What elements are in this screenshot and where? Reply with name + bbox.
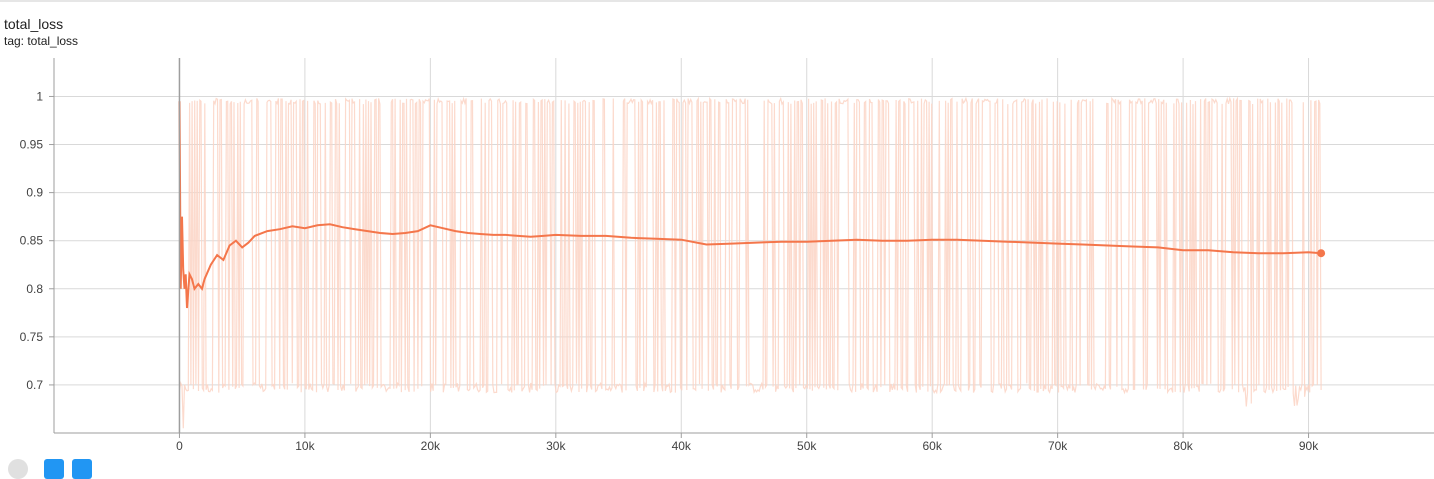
chart-card-title: total_loss bbox=[4, 16, 64, 32]
chart-tag-label: tag: total_loss bbox=[4, 34, 79, 48]
smoothed-series-line bbox=[178, 101, 1322, 309]
y-tick-label: 0.95 bbox=[20, 138, 44, 152]
y-tick-label: 1 bbox=[36, 89, 43, 103]
grid-lines bbox=[54, 58, 1434, 433]
x-tick-label: 80k bbox=[1173, 439, 1193, 453]
last-point-marker bbox=[1317, 249, 1326, 258]
x-tick-label: 90k bbox=[1299, 439, 1319, 453]
x-tick-label: 60k bbox=[923, 439, 943, 453]
x-tick-label: 50k bbox=[797, 439, 817, 453]
x-tick-label: 70k bbox=[1048, 439, 1068, 453]
y-tick-label: 0.7 bbox=[26, 378, 43, 392]
y-tick-label: 0.8 bbox=[26, 282, 43, 296]
raw-series-line bbox=[178, 96, 1322, 429]
raw-series-layer bbox=[178, 96, 1322, 429]
x-tick-label: 10k bbox=[295, 439, 315, 453]
y-tick-label: 0.75 bbox=[20, 330, 44, 344]
x-tick-label: 40k bbox=[672, 439, 692, 453]
expand-chart-button[interactable] bbox=[8, 459, 28, 479]
x-tick-label: 30k bbox=[546, 439, 566, 453]
fit-domain-button[interactable] bbox=[72, 459, 92, 479]
y-tick-label: 0.9 bbox=[26, 186, 43, 200]
x-tick-label: 0 bbox=[176, 439, 183, 453]
top-border bbox=[0, 0, 1434, 2]
smoothed-series-layer bbox=[178, 101, 1326, 309]
toggle-log-scale-button[interactable] bbox=[44, 459, 64, 479]
x-tick-label: 20k bbox=[421, 439, 441, 453]
chart-svg: 0.7 0.75 0.8 0.85 0.9 0.95 1 0 10k 20k 30k 40k 50k 60… bbox=[20, 58, 1434, 453]
axes bbox=[49, 58, 1434, 438]
tick-labels: 0.7 0.75 0.8 0.85 0.9 0.95 1 0 10k 20k 30k 40k 50k 60… bbox=[20, 89, 1320, 453]
y-tick-label: 0.85 bbox=[20, 234, 44, 248]
